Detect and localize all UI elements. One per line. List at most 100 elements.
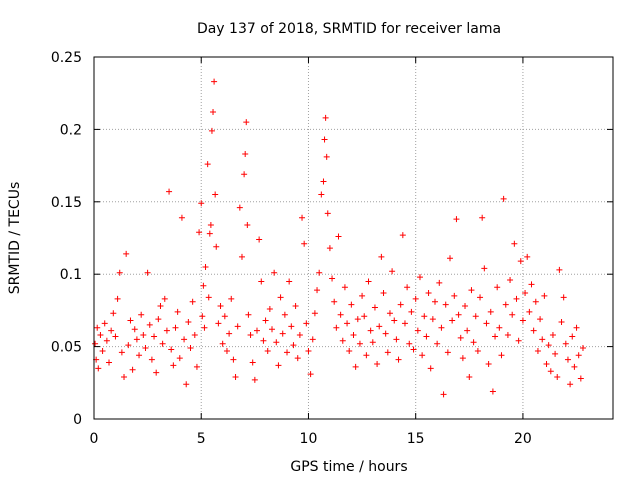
data-point (131, 326, 138, 333)
data-point (481, 265, 488, 272)
data-point (170, 362, 177, 369)
data-point (121, 374, 128, 381)
data-point (129, 366, 136, 373)
data-point (232, 374, 239, 381)
data-point (425, 290, 432, 297)
data-point (384, 349, 391, 356)
data-point (519, 317, 526, 324)
data-point (547, 368, 554, 375)
data-point (142, 345, 149, 352)
data-point (253, 327, 260, 334)
data-point (509, 311, 516, 318)
data-point (99, 347, 106, 354)
data-point (258, 278, 265, 285)
data-point (138, 311, 145, 318)
data-point (294, 355, 301, 362)
data-point (438, 324, 445, 331)
data-point (341, 284, 348, 291)
data-point (187, 345, 194, 352)
data-point (406, 340, 413, 347)
data-point (410, 346, 417, 353)
data-point (174, 308, 181, 315)
data-point (408, 308, 415, 315)
data-point (575, 352, 582, 359)
y-tick-label: 0.1 (60, 267, 82, 283)
data-point (264, 347, 271, 354)
data-point (205, 294, 212, 301)
data-point (249, 359, 256, 366)
data-point (207, 221, 214, 228)
data-point (161, 295, 168, 302)
data-point (148, 356, 155, 363)
data-point (382, 330, 389, 337)
data-point (434, 340, 441, 347)
data-point (189, 298, 196, 305)
data-point (286, 278, 293, 285)
data-point (399, 232, 406, 239)
data-point (136, 352, 143, 359)
data-point (292, 303, 299, 310)
data-point (371, 304, 378, 311)
data-point (277, 294, 284, 301)
data-point (271, 269, 278, 276)
data-point (199, 313, 206, 320)
data-point (125, 342, 132, 349)
x-tick-label: 10 (300, 431, 318, 447)
data-point (106, 359, 113, 366)
data-point (492, 333, 499, 340)
data-point (541, 292, 548, 299)
data-point (421, 313, 428, 320)
data-point (393, 336, 400, 343)
data-point (193, 363, 200, 370)
data-point (444, 349, 451, 356)
data-point (414, 327, 421, 334)
data-point (275, 362, 282, 369)
data-point (299, 214, 306, 221)
data-point (427, 365, 434, 372)
data-point (423, 333, 430, 340)
data-point (374, 360, 381, 367)
data-point (168, 346, 175, 353)
data-point (363, 352, 370, 359)
data-point (219, 340, 226, 347)
data-point (507, 276, 514, 283)
data-point (256, 236, 263, 243)
data-point (127, 317, 134, 324)
data-point (166, 188, 173, 195)
data-point (470, 339, 477, 346)
data-point (181, 336, 188, 343)
y-axis-label: SRMTID / TECUs (7, 182, 23, 295)
data-point (494, 284, 501, 291)
data-point (200, 282, 207, 289)
data-point (530, 327, 537, 334)
data-point (455, 311, 462, 318)
data-point (359, 292, 366, 299)
data-point (468, 287, 475, 294)
data-point (178, 214, 185, 221)
ticks-layer: 0 5 10 15 20 0 0.05 0.1 0.15 0.2 0.25 (51, 50, 613, 447)
data-point (577, 375, 584, 382)
y-tick-label: 0 (73, 412, 82, 428)
data-point (247, 332, 254, 339)
data-point (511, 240, 518, 247)
data-point (172, 324, 179, 331)
data-point (114, 295, 121, 302)
points-layer (92, 78, 586, 398)
data-point (539, 336, 546, 343)
data-point (344, 320, 351, 327)
data-point (305, 347, 312, 354)
data-point (348, 301, 355, 308)
data-point (331, 298, 338, 305)
data-point (236, 204, 243, 211)
data-point (185, 318, 192, 325)
data-point (196, 229, 203, 236)
data-point (569, 333, 576, 340)
data-point (549, 332, 556, 339)
data-point (103, 337, 110, 344)
y-tick-label: 0.05 (51, 340, 82, 356)
data-point (479, 214, 486, 221)
x-axis-label: GPS time / hours (290, 459, 407, 475)
data-point (320, 178, 327, 185)
data-point (153, 369, 160, 376)
data-point (436, 279, 443, 286)
